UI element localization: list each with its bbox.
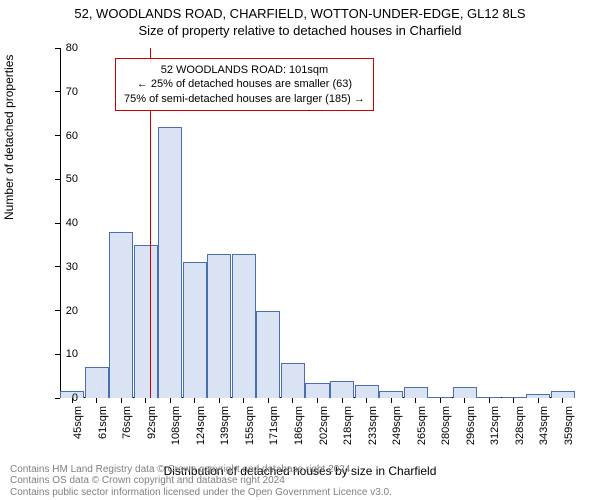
xtick-label: 171sqm [268, 406, 280, 446]
xtick-label: 61sqm [97, 406, 109, 446]
xtick-label: 124sqm [195, 406, 207, 446]
xtick-mark [292, 398, 293, 403]
plot-area: 52 WOODLANDS ROAD: 101sqm← 25% of detach… [60, 48, 575, 398]
xtick-label: 92sqm [146, 406, 158, 446]
histogram-bar [404, 387, 428, 398]
xtick-mark [317, 398, 318, 403]
xtick-mark [538, 398, 539, 403]
histogram-bar [330, 381, 354, 399]
xtick-mark [415, 398, 416, 403]
footer-line-2: Contains OS data © Crown copyright and d… [10, 475, 392, 487]
ytick-label: 40 [50, 217, 78, 229]
ytick-label: 10 [50, 348, 78, 360]
xtick-label: 233sqm [367, 406, 379, 446]
xtick-label: 186sqm [293, 406, 305, 446]
xtick-label: 45sqm [72, 406, 84, 446]
ytick-label: 50 [50, 173, 78, 185]
annotation-line: ← 25% of detached houses are smaller (63… [124, 77, 365, 91]
ytick-label: 80 [50, 42, 78, 54]
xtick-label: 343sqm [538, 406, 550, 446]
xtick-mark [489, 398, 490, 403]
xtick-mark [145, 398, 146, 403]
ytick-label: 70 [50, 86, 78, 98]
xtick-mark [96, 398, 97, 403]
histogram-bar [256, 311, 280, 399]
xtick-mark [562, 398, 563, 403]
histogram-bar [281, 363, 305, 398]
xtick-label: 312sqm [489, 406, 501, 446]
xtick-mark [194, 398, 195, 403]
annotation-line: 75% of semi-detached houses are larger (… [124, 92, 365, 106]
annotation-line: 52 WOODLANDS ROAD: 101sqm [124, 63, 365, 77]
y-axis-label: Number of detached properties [2, 55, 16, 220]
page-subtitle: Size of property relative to detached ho… [0, 23, 600, 40]
xtick-label: 296sqm [465, 406, 477, 446]
xtick-mark [170, 398, 171, 403]
xtick-mark [268, 398, 269, 403]
footer-attribution: Contains HM Land Registry data © Crown c… [10, 464, 392, 499]
xtick-label: 108sqm [170, 406, 182, 446]
histogram-bar [85, 367, 109, 398]
histogram-bar [134, 245, 158, 398]
histogram-bar [207, 254, 231, 398]
xtick-label: 359sqm [563, 406, 575, 446]
histogram-bar [183, 262, 207, 398]
xtick-label: 139sqm [219, 406, 231, 446]
xtick-label: 218sqm [342, 406, 354, 446]
annotation-box: 52 WOODLANDS ROAD: 101sqm← 25% of detach… [115, 58, 374, 111]
xtick-label: 202sqm [318, 406, 330, 446]
xtick-mark [513, 398, 514, 403]
xtick-mark [243, 398, 244, 403]
histogram-bar [355, 385, 379, 398]
xtick-mark [366, 398, 367, 403]
xtick-label: 280sqm [440, 406, 452, 446]
xtick-mark [464, 398, 465, 403]
xtick-mark [342, 398, 343, 403]
histogram-bar [158, 127, 182, 398]
ytick-label: 30 [50, 261, 78, 273]
xtick-label: 265sqm [416, 406, 428, 446]
footer-line-1: Contains HM Land Registry data © Crown c… [10, 464, 392, 476]
histogram-bar [232, 254, 256, 398]
xtick-mark [121, 398, 122, 403]
histogram-bar [109, 232, 133, 398]
histogram-bar [305, 383, 329, 398]
xtick-label: 155sqm [244, 406, 256, 446]
xtick-label: 76sqm [121, 406, 133, 446]
xtick-mark [391, 398, 392, 403]
histogram-bar [453, 387, 477, 398]
page-title: 52, WOODLANDS ROAD, CHARFIELD, WOTTON-UN… [0, 0, 600, 23]
ytick-label: 20 [50, 305, 78, 317]
xtick-label: 249sqm [391, 406, 403, 446]
chart-container: 52, WOODLANDS ROAD, CHARFIELD, WOTTON-UN… [0, 0, 600, 500]
ytick-label: 0 [50, 392, 78, 404]
xtick-mark [219, 398, 220, 403]
ytick-label: 60 [50, 130, 78, 142]
xtick-label: 328sqm [514, 406, 526, 446]
xtick-mark [440, 398, 441, 403]
footer-line-3: Contains public sector information licen… [10, 487, 392, 499]
